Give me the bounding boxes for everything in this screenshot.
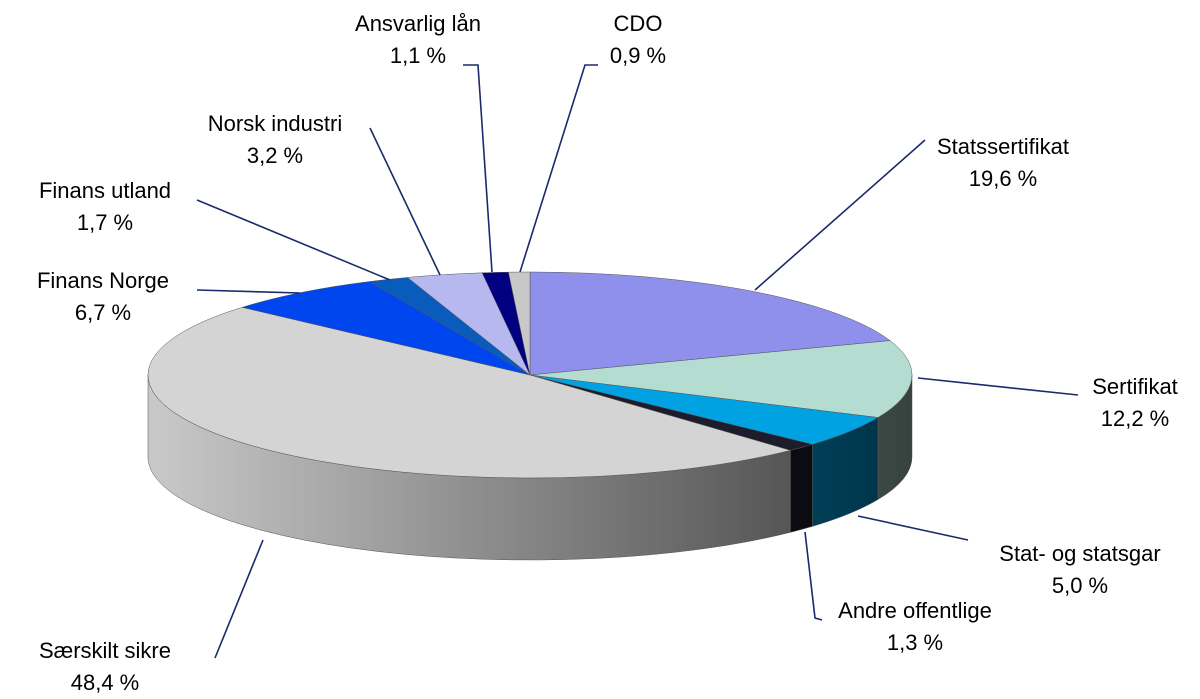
slice-side <box>790 444 813 533</box>
slice-label: Finans Norge <box>37 268 169 293</box>
slice-label: Stat- og statsgar <box>999 541 1160 566</box>
value-label: 19,6 % <box>969 166 1038 191</box>
value-label: 3,2 % <box>247 143 303 168</box>
leader-line <box>196 289 301 294</box>
leader-line <box>754 139 926 291</box>
leader-line <box>917 377 1079 396</box>
slice-label: Særskilt sikre <box>39 638 171 663</box>
leader-line <box>857 515 969 541</box>
value-label: 12,2 % <box>1101 406 1170 431</box>
value-label: 6,7 % <box>75 300 131 325</box>
slice <box>529 271 891 376</box>
leader-line <box>519 64 598 273</box>
value-label: 1,7 % <box>77 210 133 235</box>
value-label: 48,4 % <box>71 670 140 695</box>
value-label: 1,1 % <box>390 43 446 68</box>
leader-line <box>369 127 441 276</box>
slice-label: Andre offentlige <box>838 598 992 623</box>
slice-label: Norsk industri <box>208 111 342 136</box>
slice-label: Ansvarlig lån <box>355 11 481 36</box>
slice <box>508 271 531 376</box>
slice-label: CDO <box>614 11 663 36</box>
slice <box>147 307 792 479</box>
slice-label: Statssertifikat <box>937 134 1069 159</box>
slice-label: Finans utland <box>39 178 171 203</box>
slice <box>241 281 531 376</box>
slice-label: Sertifikat <box>1092 374 1178 399</box>
value-label: 1,3 % <box>887 630 943 655</box>
leader-line <box>804 531 823 621</box>
value-label: 0,9 % <box>610 43 666 68</box>
value-label: 5,0 % <box>1052 573 1108 598</box>
slice <box>529 340 913 418</box>
leader-line <box>214 539 264 659</box>
leader-line <box>196 199 391 281</box>
leader-line <box>463 64 493 273</box>
